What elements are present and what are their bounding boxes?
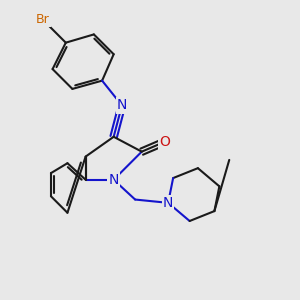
Text: N: N — [117, 98, 127, 112]
Text: N: N — [163, 196, 173, 210]
Text: N: N — [109, 173, 119, 187]
Text: Br: Br — [36, 13, 50, 26]
Text: O: O — [159, 135, 170, 149]
